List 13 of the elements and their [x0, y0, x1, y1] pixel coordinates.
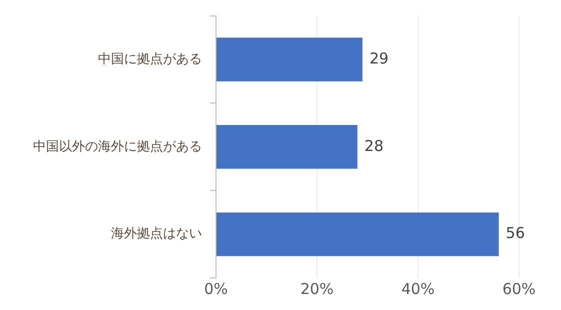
data-label: 28	[364, 136, 384, 155]
bar	[216, 125, 358, 169]
y-tick-label: 中国に拠点がある	[98, 52, 202, 67]
x-tick-label: 0%	[204, 280, 228, 298]
data-label: 29	[369, 49, 389, 68]
y-tick-label: 海外拠点はない	[111, 226, 202, 242]
x-tick-label: 20%	[300, 280, 334, 298]
x-tick-label: 60%	[502, 280, 536, 298]
data-label: 56	[506, 224, 525, 242]
y-tick-label: 中国以外の海外に拠点がある	[33, 139, 202, 154]
bar	[216, 212, 499, 256]
x-tick-label: 40%	[401, 280, 435, 298]
bar	[216, 38, 362, 82]
